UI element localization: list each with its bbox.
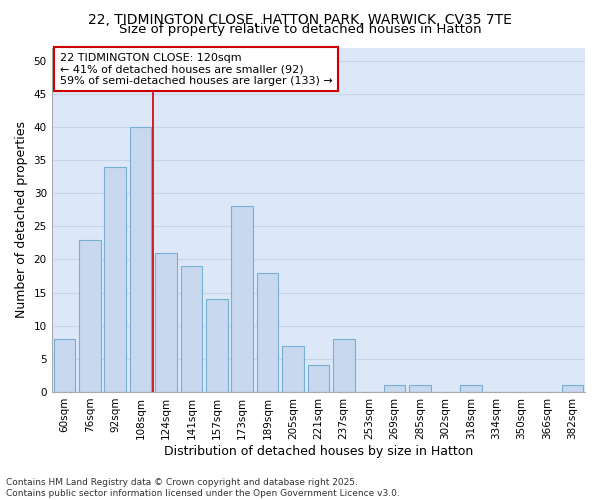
Y-axis label: Number of detached properties: Number of detached properties (15, 121, 28, 318)
Bar (460, 386, 482, 392)
Bar (308, 366, 329, 392)
Bar (384, 386, 406, 392)
Bar (181, 266, 202, 392)
Text: Size of property relative to detached houses in Hatton: Size of property relative to detached ho… (119, 22, 481, 36)
Bar (562, 386, 583, 392)
Bar (282, 346, 304, 392)
X-axis label: Distribution of detached houses by size in Hatton: Distribution of detached houses by size … (164, 444, 473, 458)
Bar (79, 240, 101, 392)
Bar (53, 339, 75, 392)
Bar (409, 386, 431, 392)
Bar (257, 272, 278, 392)
Text: 22, TIDMINGTON CLOSE, HATTON PARK, WARWICK, CV35 7TE: 22, TIDMINGTON CLOSE, HATTON PARK, WARWI… (88, 12, 512, 26)
Bar (130, 127, 151, 392)
Bar (333, 339, 355, 392)
Text: 22 TIDMINGTON CLOSE: 120sqm
← 41% of detached houses are smaller (92)
59% of sem: 22 TIDMINGTON CLOSE: 120sqm ← 41% of det… (59, 52, 332, 86)
Text: Contains HM Land Registry data © Crown copyright and database right 2025.
Contai: Contains HM Land Registry data © Crown c… (6, 478, 400, 498)
Bar (206, 299, 227, 392)
Bar (155, 253, 177, 392)
Bar (104, 166, 126, 392)
Bar (232, 206, 253, 392)
